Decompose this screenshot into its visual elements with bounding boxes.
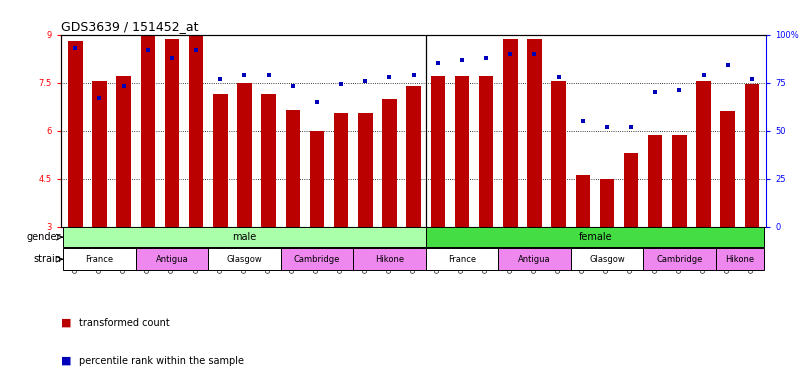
Bar: [576, 175, 590, 227]
Text: Glasgow: Glasgow: [589, 255, 624, 264]
Text: strain: strain: [33, 254, 62, 264]
Bar: [281, 248, 354, 270]
Bar: [551, 81, 566, 227]
Bar: [140, 36, 155, 227]
Bar: [744, 84, 759, 227]
Text: gender: gender: [27, 232, 62, 242]
Bar: [599, 179, 614, 227]
Text: Antigua: Antigua: [156, 255, 188, 264]
Bar: [720, 111, 735, 227]
Bar: [63, 227, 426, 247]
Bar: [208, 248, 281, 270]
Bar: [672, 136, 687, 227]
Text: GDS3639 / 151452_at: GDS3639 / 151452_at: [61, 20, 199, 33]
Bar: [406, 86, 421, 227]
Text: France: France: [85, 255, 114, 264]
Bar: [237, 83, 251, 227]
Bar: [358, 113, 372, 227]
Bar: [213, 94, 228, 227]
Bar: [310, 131, 324, 227]
Bar: [285, 110, 300, 227]
Text: female: female: [579, 232, 613, 242]
Text: male: male: [232, 232, 256, 242]
Bar: [478, 76, 493, 227]
Text: Hikone: Hikone: [725, 255, 754, 264]
Bar: [431, 76, 445, 227]
Bar: [382, 99, 397, 227]
Bar: [527, 40, 542, 227]
Bar: [261, 94, 276, 227]
Bar: [624, 153, 638, 227]
Bar: [697, 81, 710, 227]
Bar: [571, 248, 643, 270]
Text: transformed count: transformed count: [79, 318, 169, 328]
Text: Cambridge: Cambridge: [294, 255, 340, 264]
Text: Hikone: Hikone: [375, 255, 404, 264]
Bar: [135, 248, 208, 270]
Bar: [117, 76, 131, 227]
Text: ■: ■: [61, 356, 75, 366]
Bar: [498, 248, 571, 270]
Text: Glasgow: Glasgow: [226, 255, 262, 264]
Bar: [92, 81, 107, 227]
Text: ■: ■: [61, 318, 75, 328]
Text: France: France: [448, 255, 476, 264]
Bar: [503, 40, 517, 227]
Bar: [715, 248, 764, 270]
Text: percentile rank within the sample: percentile rank within the sample: [79, 356, 243, 366]
Bar: [165, 40, 179, 227]
Text: Antigua: Antigua: [518, 255, 551, 264]
Bar: [334, 113, 349, 227]
Bar: [354, 248, 426, 270]
Bar: [189, 36, 204, 227]
Text: Cambridge: Cambridge: [656, 255, 702, 264]
Bar: [643, 248, 715, 270]
Bar: [426, 248, 498, 270]
Bar: [455, 76, 470, 227]
Bar: [63, 248, 135, 270]
Bar: [68, 41, 83, 227]
Bar: [648, 136, 663, 227]
Bar: [426, 227, 764, 247]
